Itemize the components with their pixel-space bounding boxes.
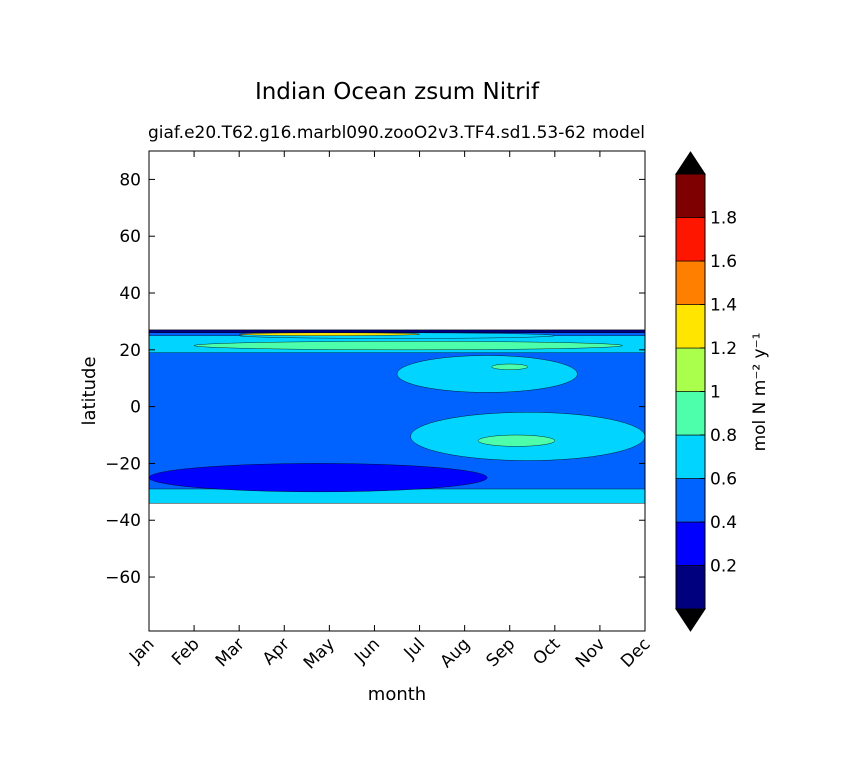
x-tick-label: Mar — [212, 634, 249, 671]
contour-region-8 — [149, 463, 488, 493]
colorbar — [675, 151, 706, 632]
colorbar-swatch-1 — [675, 521, 706, 566]
x-tick-label: Jan — [125, 634, 158, 667]
y-tick-label: 20 — [119, 341, 141, 361]
colorbar-extend-over — [675, 151, 706, 175]
chart-subtitle-right: model — [592, 123, 645, 143]
colorbar-tick-label: 1.8 — [710, 209, 737, 229]
y-tick-label: −60 — [105, 568, 141, 588]
colorbar-ticks: 0.2 0.4 0.6 0.8 1 1.2 1.4 1.6 1.8 — [700, 209, 737, 577]
contour-region-11 — [149, 329, 645, 333]
y-tick-label: 80 — [119, 170, 141, 190]
chart-subtitle-left: giaf.e20.T62.g16.marbl090.zooO2v3.TF4.sd… — [148, 123, 586, 143]
colorbar-tick-label: 0.4 — [710, 513, 737, 533]
colorbar-swatch-3 — [675, 434, 706, 479]
colorbar-extend-under — [675, 608, 706, 632]
x-tick-label: Sep — [482, 634, 519, 671]
y-tick-label: 0 — [130, 398, 141, 418]
x-tick-label: May — [300, 634, 339, 673]
y-tick-label: 60 — [119, 227, 141, 247]
x-tick-label: Nov — [572, 634, 610, 672]
colorbar-tick-label: 1.6 — [710, 252, 737, 272]
colorbar-tick-label: 1.4 — [710, 296, 737, 316]
colorbar-tick-label: 1.2 — [710, 339, 737, 359]
colorbar-swatch-2 — [675, 478, 706, 523]
contour-region-2 — [149, 488, 645, 504]
plot-frame — [148, 150, 646, 632]
contour-region-7 — [193, 341, 623, 351]
x-tick-label: Aug — [437, 634, 475, 672]
y-tick-label: −20 — [105, 454, 141, 474]
colorbar-swatch-6 — [675, 304, 706, 349]
contour-region-5 — [477, 434, 556, 447]
x-axis-label: month — [368, 684, 426, 705]
colorbar-tick-label: 0.8 — [710, 426, 737, 446]
colorbar-swatch-8 — [675, 217, 706, 262]
contour-fill-layer — [149, 329, 645, 504]
y-tick-label: −40 — [105, 511, 141, 531]
colorbar-label: mol N m⁻² y⁻¹ — [750, 333, 770, 452]
x-tick-label: Dec — [617, 634, 654, 671]
contour-region-6 — [491, 363, 528, 370]
colorbar-swatch-5 — [675, 347, 706, 392]
x-tick-label: Jul — [400, 634, 429, 663]
colorbar-swatch-7 — [675, 260, 706, 305]
colorbar-swatch-0 — [675, 565, 706, 610]
colorbar-tick-label: 0.2 — [710, 557, 737, 577]
y-tick-label: 40 — [119, 284, 141, 304]
x-tick-label: Jun — [350, 634, 384, 668]
x-tick-label: Oct — [529, 634, 564, 669]
colorbar-swatch-4 — [675, 391, 706, 436]
y-axis: −60 −40 −20 0 20 40 60 80 — [105, 170, 645, 588]
contour-region-10 — [238, 332, 420, 336]
y-axis-label: latitude — [79, 356, 100, 425]
colorbar-swatch-9 — [675, 173, 706, 218]
colorbar-tick-label: 1 — [710, 383, 721, 403]
contour-region-4 — [396, 355, 578, 393]
x-tick-label: Apr — [259, 634, 294, 669]
colorbar-tick-label: 0.6 — [710, 470, 737, 490]
x-tick-label: Feb — [168, 634, 203, 669]
chart-title: Indian Ocean zsum Nitrif — [255, 79, 540, 105]
